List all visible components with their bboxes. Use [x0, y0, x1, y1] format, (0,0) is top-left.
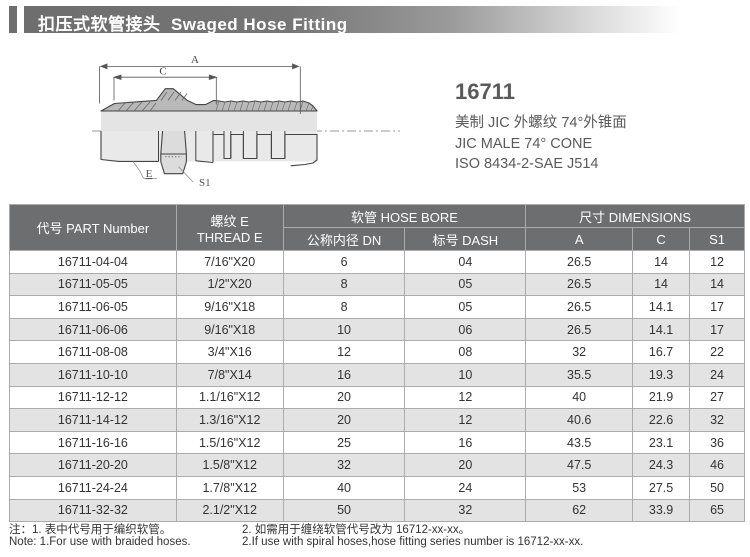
- svg-text:A: A: [191, 54, 199, 66]
- svg-text:C: C: [159, 66, 166, 78]
- svg-text:S1: S1: [199, 177, 211, 189]
- svg-text:E: E: [146, 168, 153, 180]
